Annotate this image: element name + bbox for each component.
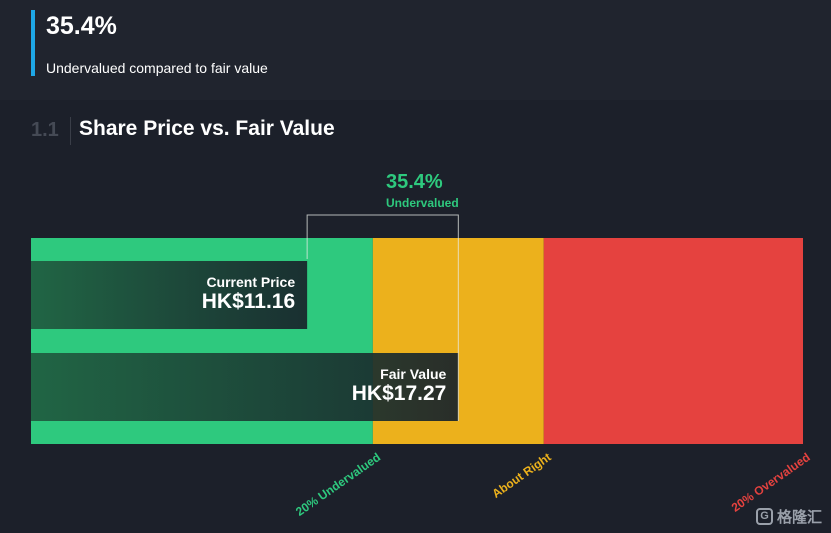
fair-value-bar [31, 353, 459, 421]
current-price-label: Current Price [206, 274, 296, 290]
difference-bracket [306, 214, 459, 421]
fair-value-label: Fair Value [380, 366, 447, 382]
fair-value-label-group: Fair Value HK$17.27 [352, 366, 447, 406]
current-price-bar [31, 261, 308, 329]
section-title: Share Price vs. Fair Value [79, 117, 335, 140]
summary-panel: 35.4% Undervalued compared to fair value [0, 0, 831, 100]
summary-accent-bar [31, 10, 35, 76]
current-price-value: HK$11.16 [201, 290, 296, 313]
section-number: 1.1 [31, 119, 59, 141]
watermark: G 格隆汇 [756, 506, 822, 527]
current-price-label-group: Current Price HK$11.16 [202, 274, 295, 314]
section-divider [70, 117, 71, 145]
difference-value: 35.4% [386, 171, 443, 193]
summary-caption: Undervalued compared to fair value [46, 60, 268, 76]
fair-value-value: HK$17.27 [351, 382, 447, 405]
difference-label: Undervalued [386, 196, 459, 210]
watermark-text: 格隆汇 [777, 509, 823, 526]
summary-value: 35.4% [46, 12, 117, 40]
zone-overvalued [543, 238, 803, 444]
watermark-logo-icon: G [756, 508, 773, 525]
